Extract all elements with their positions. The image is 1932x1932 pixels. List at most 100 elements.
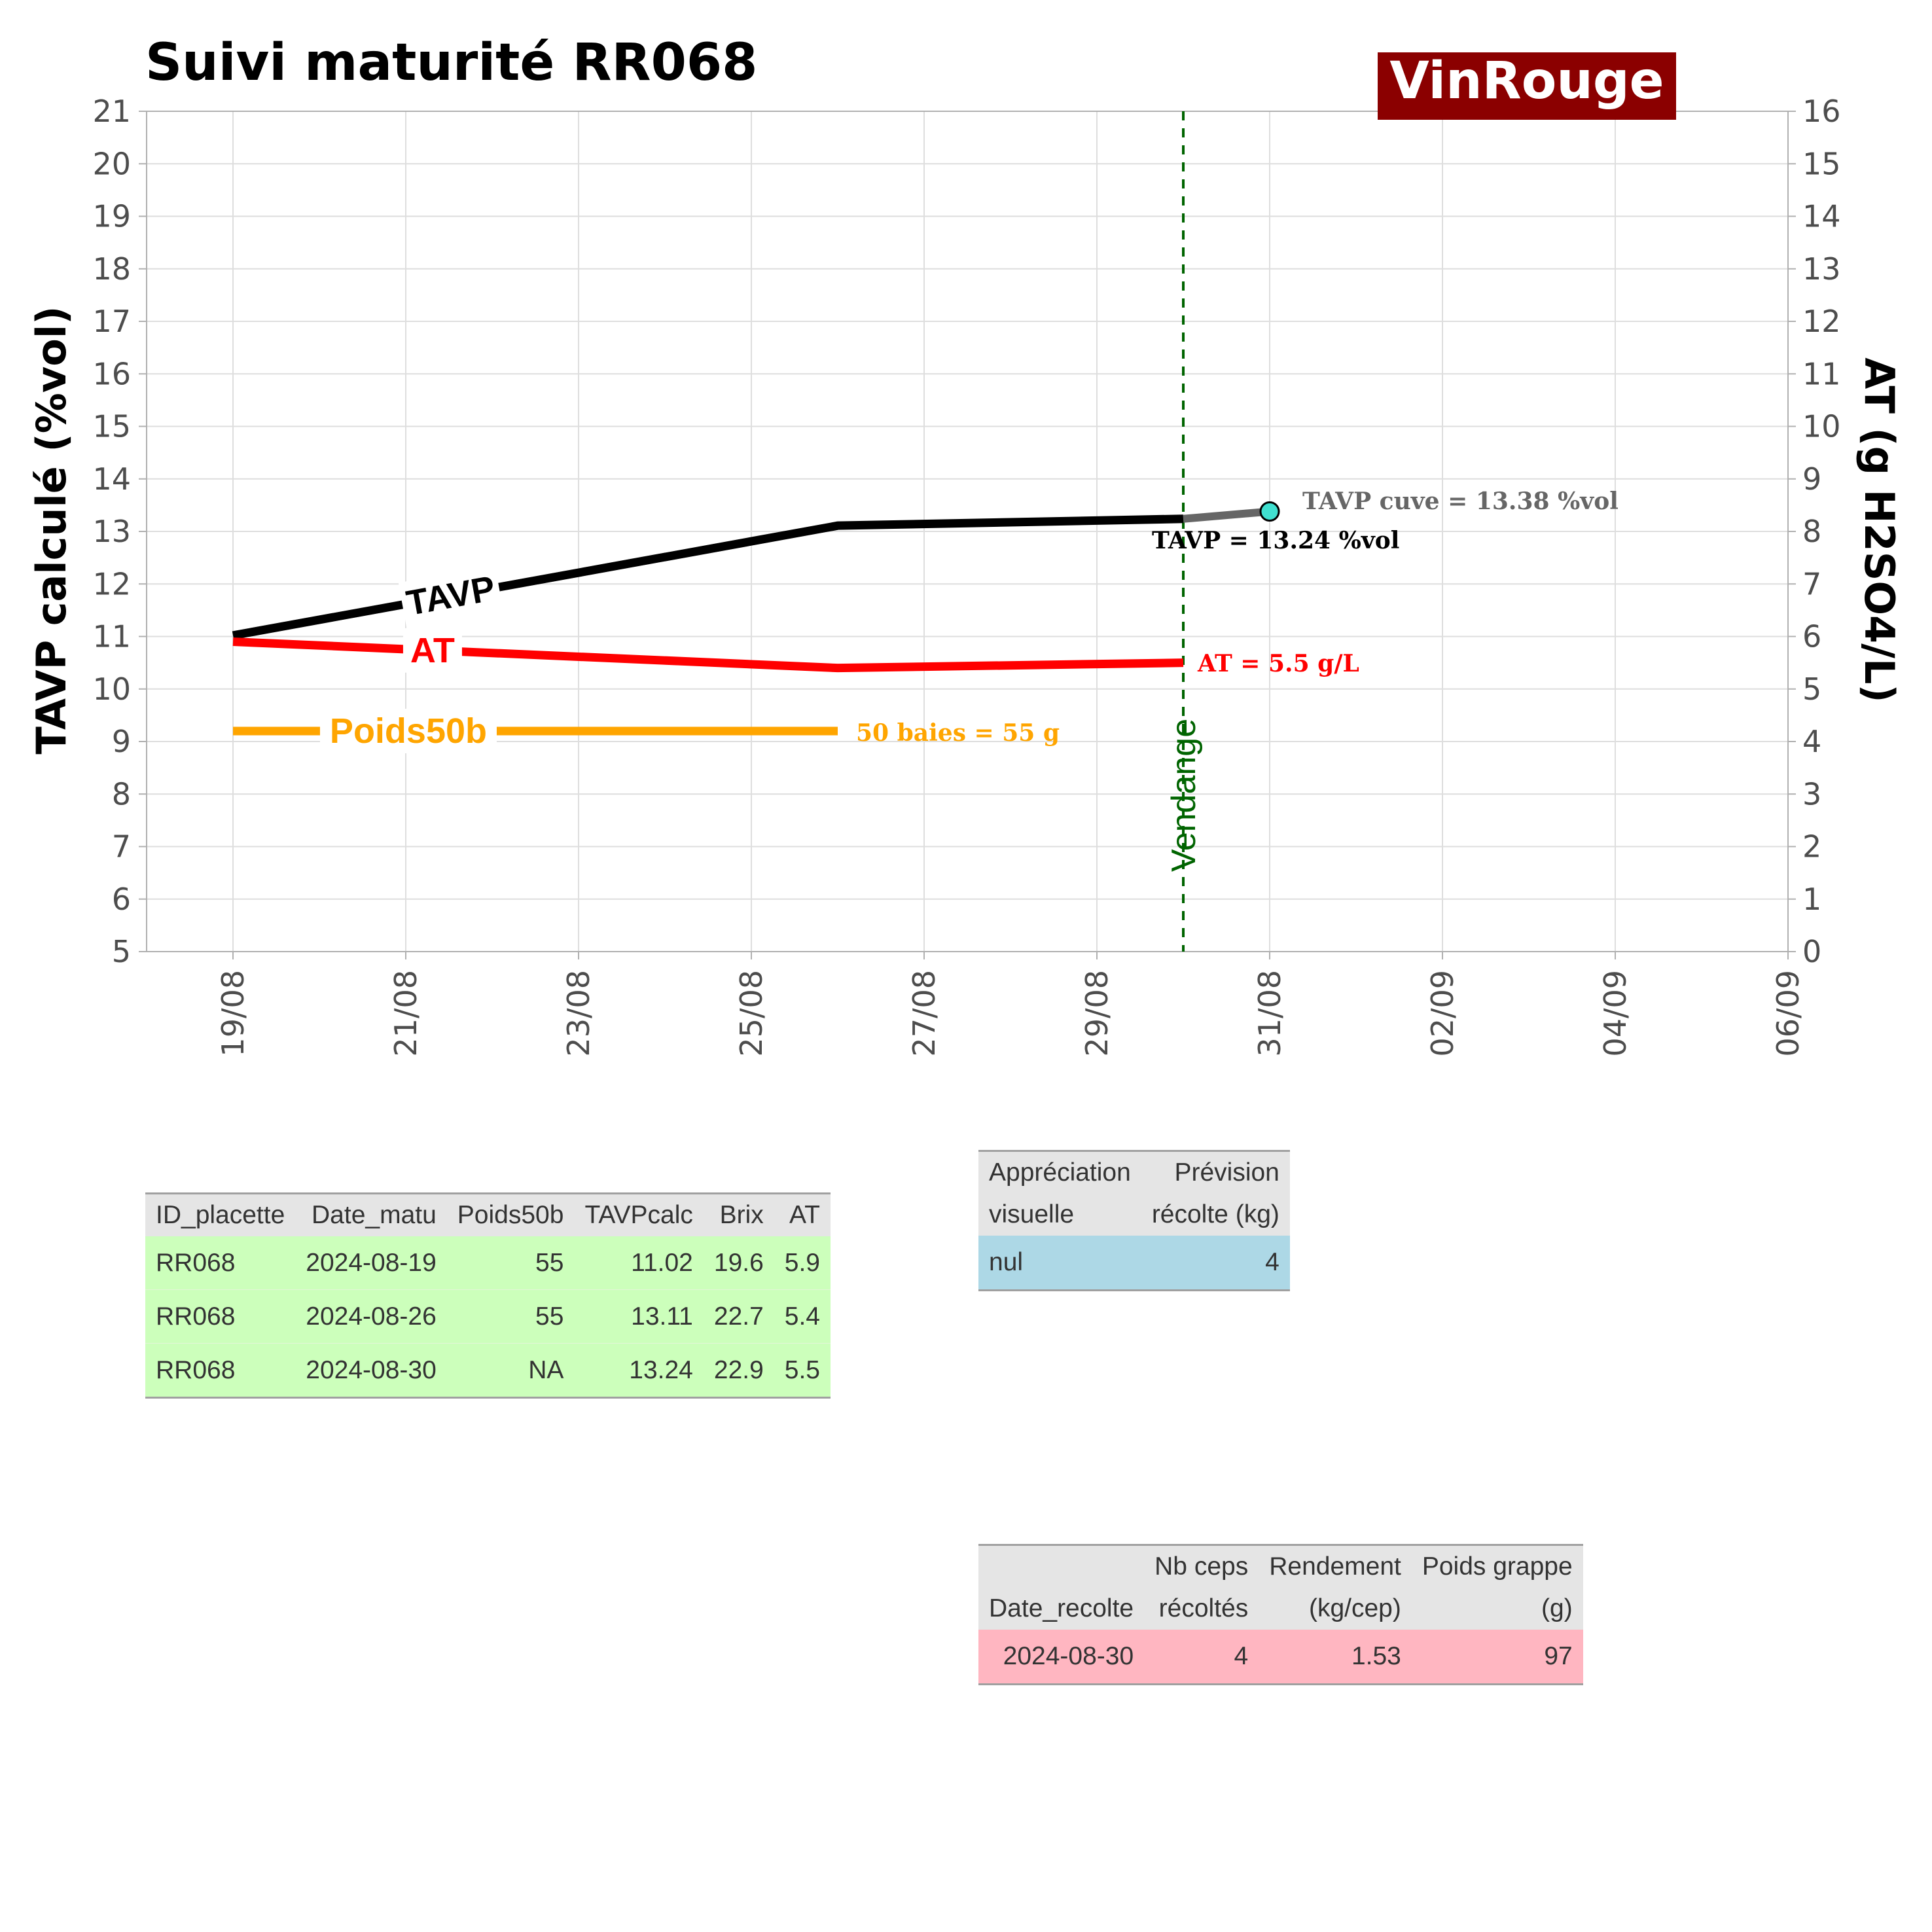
- y-tick-label-left: 13: [92, 514, 131, 549]
- table-cell: RR068: [145, 1289, 296, 1344]
- col-header-brix: Brix: [703, 1192, 774, 1236]
- col-header-poids-grappe-line2: (g): [1411, 1588, 1583, 1630]
- series-label-at: AT: [410, 631, 455, 670]
- table-cell: 2024-08-26: [295, 1289, 447, 1344]
- x-tick-label: 02/09: [1425, 970, 1460, 1057]
- y-tick-label-left: 14: [92, 461, 131, 497]
- col-header-at: AT: [774, 1192, 831, 1236]
- cell-appreciation: nul: [978, 1236, 1141, 1291]
- table-cell: RR068: [145, 1236, 296, 1290]
- forecast-table: Appréciation Prévision visuelle récolte …: [978, 1150, 1290, 1291]
- x-tick-label: 19/08: [215, 970, 251, 1057]
- brand-badge: [1378, 52, 1676, 120]
- y-tick-label-right: 2: [1802, 829, 1821, 865]
- y-tick-label-right: 10: [1802, 409, 1841, 444]
- y-tick-label-right: 5: [1802, 671, 1821, 707]
- y-tick-label-left: 16: [92, 356, 131, 391]
- y-tick-label-right: 16: [1802, 94, 1841, 129]
- annotation-poids: 50 baies = 55 g: [856, 719, 1060, 747]
- table-cell: 2024-08-19: [295, 1236, 447, 1290]
- y-axis-right-label: AT (g H2SO4/L): [1855, 357, 1903, 702]
- cell-date-recolte: 2024-08-30: [978, 1630, 1145, 1685]
- table-cell: 22.9: [703, 1343, 774, 1399]
- series-label-tavp: TAVP: [403, 569, 498, 623]
- harvest-table: Nb ceps Rendement Poids grappe Date_reco…: [978, 1544, 1583, 1685]
- x-axis: 19/08 21/08 23/08 25/08 27/08 29/08 31/08 02/09…: [215, 952, 1806, 1057]
- cell-poids-grappe: 97: [1411, 1630, 1583, 1685]
- y-tick-label-left: 9: [112, 724, 131, 759]
- x-tick-label: 27/08: [906, 970, 942, 1057]
- y-tick-label-left: 5: [112, 934, 131, 969]
- series-label-bg: [402, 628, 462, 673]
- table-cell: NA: [446, 1343, 575, 1399]
- table-row: RR068 2024-08-19 55 11.02 19.6 5.9: [145, 1236, 831, 1290]
- series-label-group: Poids50b: [319, 708, 497, 753]
- y-tick-label-left: 17: [92, 304, 131, 339]
- series-label-bg: [319, 708, 497, 753]
- y-tick-label-left: 20: [92, 146, 131, 181]
- y-tick-label-right: 1: [1802, 882, 1821, 917]
- maturity-table: ID_placette Date_matu Poids50b TAVPcalc Brix…: [145, 1192, 831, 1399]
- annotations-layer: TAVP AT Poids50b: [319, 565, 503, 753]
- y-tick-label-right: 6: [1802, 619, 1821, 654]
- table-row: nul 4: [978, 1236, 1290, 1291]
- table-cell: 5.9: [774, 1236, 831, 1290]
- table-cell: 19.6: [703, 1236, 774, 1290]
- col-header-appreciation: Appréciation: [978, 1150, 1141, 1194]
- y-tick-label-right: 12: [1802, 304, 1841, 339]
- tavp-cuve-line: [1183, 507, 1270, 523]
- col-header-poids-grappe: Poids grappe: [1411, 1544, 1583, 1588]
- y-tick-label-left: 8: [112, 776, 131, 812]
- table-cell: 11.02: [574, 1236, 704, 1290]
- y-tick-label-left: 7: [112, 829, 131, 865]
- chart-title: Suivi maturité RR068: [145, 33, 757, 92]
- y-tick-label-right: 8: [1802, 514, 1821, 549]
- table-cell: 13.11: [574, 1289, 704, 1344]
- series-at-line: [232, 637, 1184, 673]
- x-tick-label: 04/09: [1598, 970, 1633, 1057]
- x-tick-label: 06/09: [1770, 970, 1806, 1057]
- col-header-id-placette: ID_placette: [145, 1192, 296, 1236]
- y-tick-label-right: 7: [1802, 566, 1821, 601]
- annotation-at: AT = 5.5 g/L: [1197, 650, 1359, 677]
- y-tick-label-left: 19: [92, 199, 131, 234]
- y-tick-label-right: 15: [1802, 146, 1841, 181]
- x-tick-label: 21/08: [388, 970, 423, 1057]
- table-cell: 22.7: [703, 1289, 774, 1344]
- y-tick-label-right: 0: [1802, 934, 1821, 969]
- x-tick-label: 29/08: [1079, 970, 1115, 1057]
- y-tick-label-left: 10: [92, 671, 131, 707]
- cell-prevision: 4: [1141, 1236, 1290, 1291]
- series-label-poids50b: Poids50b: [330, 711, 487, 751]
- col-header-rendement-line2: (kg/cep): [1259, 1588, 1412, 1630]
- table-cell: 55: [446, 1236, 575, 1290]
- col-header-date-recolte-line1: [978, 1544, 1145, 1588]
- y-tick-label-left: 11: [92, 619, 131, 654]
- y-tick-label-right: 4: [1802, 724, 1821, 759]
- chart-grid: [147, 111, 1789, 952]
- table-cell: 5.5: [774, 1343, 831, 1399]
- y-tick-label-right: 3: [1802, 776, 1821, 812]
- y-axis-left-label: TAVP calculé (%vol): [27, 306, 75, 755]
- col-header-appreciation-line2: visuelle: [978, 1194, 1141, 1236]
- table-cell: 13.24: [574, 1343, 704, 1399]
- col-header-nb-ceps: Nb ceps: [1144, 1544, 1259, 1588]
- y-tick-label-right: 11: [1802, 356, 1841, 391]
- col-header-rendement: Rendement: [1259, 1544, 1412, 1588]
- table-row: 2024-08-30 4 1.53 97: [978, 1630, 1583, 1685]
- y-tick-label-left: 21: [92, 94, 131, 129]
- brand-label: VinRouge: [1389, 52, 1664, 111]
- left-axis: 5 6 7 8 9 10 11 12 13 14 15 16 17 18 19 20 21: [92, 94, 147, 969]
- col-header-prevision-line2: récolte (kg): [1141, 1194, 1290, 1236]
- y-tick-label-left: 12: [92, 566, 131, 601]
- series-label-group: TAVP: [398, 565, 503, 627]
- tavp-cuve-point: [1259, 501, 1280, 522]
- table-cell: 55: [446, 1289, 575, 1344]
- series-tavp-line: [232, 514, 1184, 640]
- col-header-prevision: Prévision: [1141, 1150, 1290, 1194]
- y-tick-label-right: 14: [1802, 199, 1841, 234]
- annotation-tavp: TAVP = 13.24 %vol: [1152, 527, 1399, 554]
- x-tick-label: 31/08: [1252, 970, 1287, 1057]
